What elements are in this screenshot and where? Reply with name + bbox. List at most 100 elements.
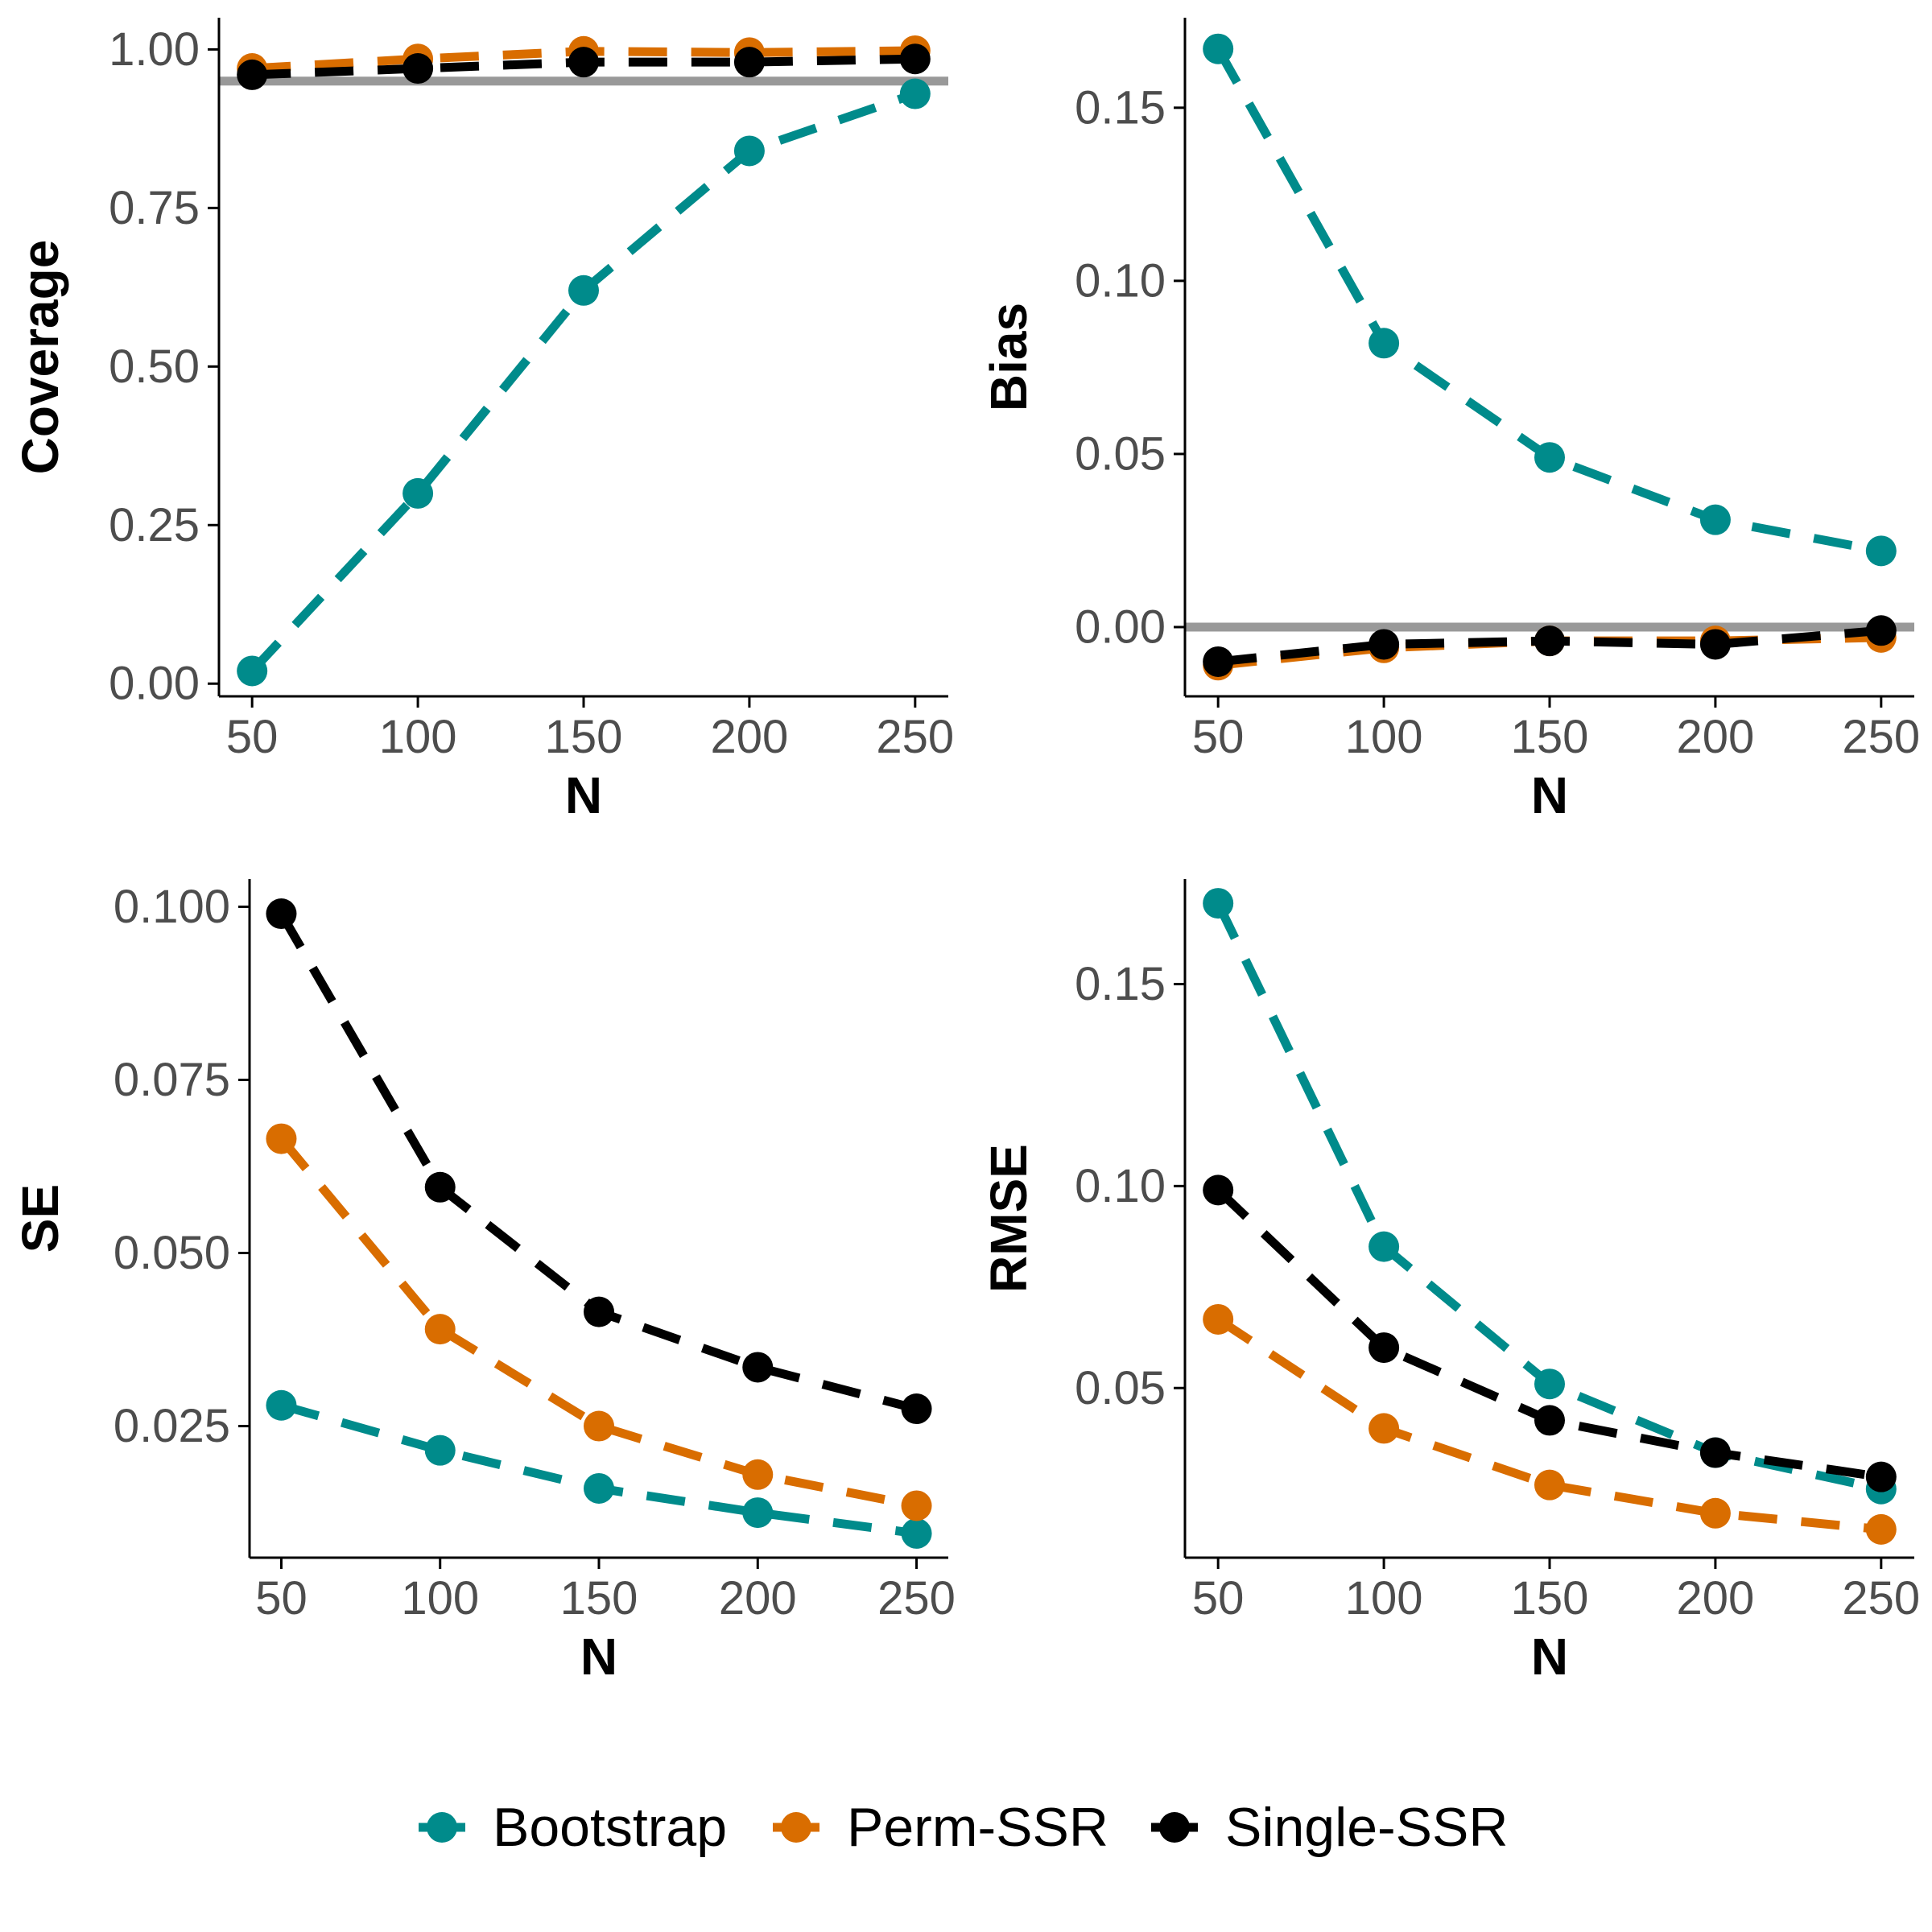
x-tick-label: 100 — [1345, 1572, 1423, 1624]
y-tick-label: 0.00 — [109, 658, 200, 710]
data-point — [584, 1410, 614, 1442]
x-tick-label: 250 — [876, 711, 954, 763]
y-axis-title: Coverage — [11, 240, 69, 475]
x-axis-title: N — [565, 766, 602, 824]
y-tick-label: 0.10 — [1075, 1160, 1166, 1212]
data-point — [901, 1393, 932, 1425]
x-axis-title: N — [1531, 1628, 1568, 1686]
data-point — [266, 1389, 297, 1421]
data-point — [1534, 442, 1565, 473]
data-point — [1699, 1437, 1731, 1468]
panels: 0.00 0.25 0.50 0.75 1.00 50 100 150 200 250 N Cover… — [11, 18, 1920, 1686]
data-point — [1368, 1413, 1400, 1444]
series-perm-ssr — [1203, 1303, 1897, 1545]
y-tick-label: 0.050 — [114, 1227, 230, 1279]
data-point — [733, 47, 765, 78]
data-point — [424, 1435, 456, 1466]
x-tick-label: 150 — [560, 1572, 638, 1624]
data-point — [237, 59, 268, 90]
x-tick-label: 150 — [545, 711, 623, 763]
data-point — [1203, 1303, 1234, 1335]
x-axis-title: N — [580, 1628, 617, 1686]
data-point — [1865, 535, 1897, 567]
data-point — [424, 1314, 456, 1345]
data-point — [266, 898, 297, 930]
legend-label: Perm-SSR — [847, 1797, 1108, 1858]
data-point — [402, 53, 434, 85]
series-perm-ssr — [266, 1123, 932, 1521]
x-tick-label: 250 — [1842, 1572, 1920, 1624]
legend-key-point — [1159, 1812, 1190, 1843]
x-tick-label: 100 — [401, 1572, 479, 1624]
y-tick-label: 0.75 — [109, 182, 200, 234]
legend-label: Bootstrap — [493, 1797, 727, 1858]
data-point — [1203, 33, 1234, 64]
data-point — [1203, 1174, 1234, 1206]
x-tick-label: 100 — [1345, 711, 1423, 763]
x-tick-label: 200 — [1677, 711, 1755, 763]
data-point — [899, 43, 931, 75]
data-point — [568, 275, 599, 306]
data-point — [742, 1497, 774, 1529]
data-point — [1368, 1332, 1400, 1364]
x-tick-label: 200 — [711, 711, 789, 763]
y-tick-label: 0.075 — [114, 1054, 230, 1106]
legend-item-perm-ssr: Perm-SSR — [773, 1797, 1108, 1858]
data-point — [733, 135, 765, 167]
data-point — [1699, 1497, 1731, 1529]
x-tick-label: 250 — [1842, 711, 1920, 763]
y-tick-label: 1.00 — [109, 23, 200, 76]
x-tick-label: 150 — [1511, 711, 1589, 763]
data-point — [568, 47, 599, 78]
y-tick-label: 0.025 — [114, 1400, 230, 1452]
data-point — [1699, 629, 1731, 660]
data-point — [424, 1171, 456, 1203]
x-tick-label: 50 — [1192, 711, 1245, 763]
y-axis-title: RMSE — [980, 1144, 1038, 1293]
x-tick-label: 250 — [877, 1572, 956, 1624]
y-axis-title: Bias — [980, 303, 1038, 411]
data-point — [1368, 629, 1400, 660]
x-tick-label: 50 — [226, 711, 279, 763]
data-point — [1865, 615, 1897, 646]
x-tick-label: 100 — [379, 711, 457, 763]
series-line — [1214, 47, 1882, 555]
x-axis-title: N — [1531, 766, 1568, 824]
data-point — [266, 1123, 297, 1154]
x-tick-label: 50 — [1192, 1572, 1245, 1624]
x-tick-label: 50 — [255, 1572, 308, 1624]
data-point — [1699, 504, 1731, 535]
panel-bias: 0.00 0.05 0.10 0.15 50 100 150 200 250 N Bias — [980, 18, 1920, 824]
data-point — [1534, 625, 1565, 657]
data-point — [899, 78, 931, 109]
y-tick-label: 0.05 — [1075, 427, 1166, 480]
data-point — [1368, 328, 1400, 359]
y-tick-label: 0.15 — [1075, 958, 1166, 1010]
data-point — [1534, 1469, 1565, 1501]
series-single-ssr — [237, 43, 931, 90]
x-tick-label: 200 — [1677, 1572, 1755, 1624]
y-tick-label: 0.25 — [109, 499, 200, 551]
data-point — [901, 1517, 932, 1549]
y-tick-label: 0.100 — [114, 881, 230, 933]
data-point — [1534, 1405, 1565, 1436]
y-axis-title: SE — [11, 1184, 69, 1253]
y-tick-label: 0.00 — [1075, 601, 1166, 653]
series-line — [1216, 1315, 1882, 1534]
data-point — [584, 1296, 614, 1327]
series-line — [1214, 901, 1882, 1494]
data-point — [1865, 1513, 1897, 1545]
series-bootstrap — [237, 78, 931, 687]
series-bootstrap — [266, 1389, 932, 1549]
legend: Bootstrap Perm-SSR Single-SSR — [419, 1797, 1509, 1858]
legend-item-single-ssr: Single-SSR — [1151, 1797, 1509, 1858]
y-tick-label: 0.50 — [109, 341, 200, 393]
x-tick-label: 150 — [1511, 1572, 1589, 1624]
panel-rmse: 0.05 0.10 0.15 50 100 150 200 250 N RMSE — [980, 879, 1920, 1686]
series-line — [249, 89, 917, 675]
data-point — [584, 1472, 614, 1504]
legend-label: Single-SSR — [1225, 1797, 1509, 1858]
data-point — [1203, 646, 1234, 677]
data-point — [402, 477, 434, 509]
y-tick-label: 0.05 — [1075, 1362, 1166, 1414]
